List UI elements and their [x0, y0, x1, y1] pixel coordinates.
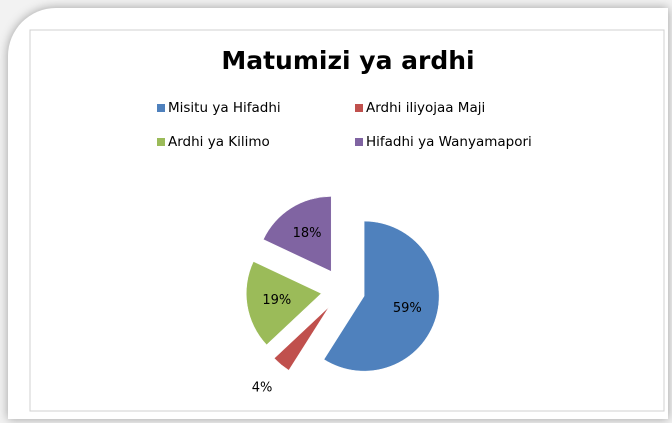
legend-label: Misitu ya Hifadhi	[168, 100, 281, 116]
data-label: 59%	[393, 301, 422, 316]
plot-frame	[29, 29, 665, 412]
chart-title: Matumizi ya ardhi	[221, 46, 474, 75]
legend-swatch	[157, 104, 165, 112]
legend-swatch	[355, 138, 363, 146]
pie-slice	[273, 306, 330, 371]
data-label: 18%	[293, 226, 322, 241]
pie-slice	[263, 196, 332, 272]
legend-label: Hifadhi ya Wanyamapori	[366, 134, 532, 150]
data-label: 19%	[262, 293, 291, 308]
pie-slice	[323, 220, 440, 372]
data-label: 4%	[252, 380, 273, 395]
legend-swatch	[355, 104, 363, 112]
pie-slice	[246, 261, 322, 346]
legend-swatch	[157, 138, 165, 146]
legend-label: Ardhi iliyojaa Maji	[366, 100, 485, 116]
legend-label: Ardhi ya Kilimo	[168, 134, 270, 150]
